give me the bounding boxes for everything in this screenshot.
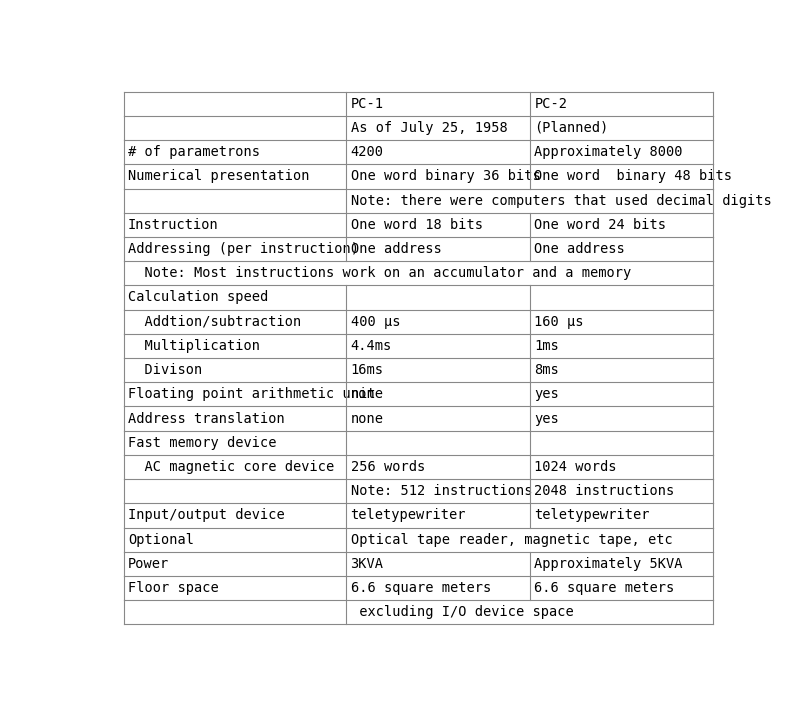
Text: Approximately 8000: Approximately 8000 bbox=[534, 145, 683, 160]
Text: Power: Power bbox=[128, 557, 169, 571]
Text: One address: One address bbox=[350, 242, 442, 256]
Text: (Planned): (Planned) bbox=[534, 121, 609, 135]
Text: One word binary 36 bits: One word binary 36 bits bbox=[350, 169, 540, 184]
Text: Instruction: Instruction bbox=[128, 218, 218, 232]
Text: Optional: Optional bbox=[128, 532, 194, 547]
Text: 400 μs: 400 μs bbox=[350, 315, 400, 329]
Text: Floor space: Floor space bbox=[128, 581, 218, 595]
Text: 4.4ms: 4.4ms bbox=[350, 339, 392, 353]
Text: excluding I/O device space: excluding I/O device space bbox=[350, 605, 574, 620]
Text: 160 μs: 160 μs bbox=[534, 315, 584, 329]
Text: 8ms: 8ms bbox=[534, 363, 559, 377]
Text: Fast memory device: Fast memory device bbox=[128, 436, 277, 450]
Text: 1024 words: 1024 words bbox=[534, 460, 617, 474]
Text: yes: yes bbox=[534, 412, 559, 425]
Text: Numerical presentation: Numerical presentation bbox=[128, 169, 310, 184]
Text: 6.6 square meters: 6.6 square meters bbox=[534, 581, 674, 595]
Text: 2048 instructions: 2048 instructions bbox=[534, 484, 674, 498]
Text: PC-1: PC-1 bbox=[350, 96, 383, 111]
Text: One address: One address bbox=[534, 242, 625, 256]
Text: Address translation: Address translation bbox=[128, 412, 285, 425]
Text: Approximately 5KVA: Approximately 5KVA bbox=[534, 557, 683, 571]
Text: none: none bbox=[350, 387, 383, 401]
Text: 4200: 4200 bbox=[350, 145, 383, 160]
Text: 3KVA: 3KVA bbox=[350, 557, 383, 571]
Text: Note: there were computers that used decimal digits: Note: there were computers that used dec… bbox=[350, 194, 771, 208]
Text: Note: 512 instructions: Note: 512 instructions bbox=[350, 484, 532, 498]
Text: PC-2: PC-2 bbox=[534, 96, 567, 111]
Text: Multiplication: Multiplication bbox=[128, 339, 260, 353]
Text: Floating point arithmetic unit: Floating point arithmetic unit bbox=[128, 387, 375, 401]
Text: One word  binary 48 bits: One word binary 48 bits bbox=[534, 169, 732, 184]
Text: teletypewriter: teletypewriter bbox=[350, 508, 466, 523]
Text: Addtion/subtraction: Addtion/subtraction bbox=[128, 315, 301, 329]
Text: yes: yes bbox=[534, 387, 559, 401]
Text: Input/output device: Input/output device bbox=[128, 508, 285, 523]
Text: Calculation speed: Calculation speed bbox=[128, 291, 268, 304]
Text: 6.6 square meters: 6.6 square meters bbox=[350, 581, 490, 595]
Text: teletypewriter: teletypewriter bbox=[534, 508, 650, 523]
Text: Addressing (per instruction): Addressing (per instruction) bbox=[128, 242, 359, 256]
Text: 256 words: 256 words bbox=[350, 460, 425, 474]
Text: One word 18 bits: One word 18 bits bbox=[350, 218, 482, 232]
Text: # of parametrons: # of parametrons bbox=[128, 145, 260, 160]
Text: Note: Most instructions work on an accumulator and a memory: Note: Most instructions work on an accum… bbox=[128, 267, 631, 280]
Text: 16ms: 16ms bbox=[350, 363, 383, 377]
Text: Divison: Divison bbox=[128, 363, 202, 377]
Text: AC magnetic core device: AC magnetic core device bbox=[128, 460, 334, 474]
Text: As of July 25, 1958: As of July 25, 1958 bbox=[350, 121, 507, 135]
Text: One word 24 bits: One word 24 bits bbox=[534, 218, 666, 232]
Text: 1ms: 1ms bbox=[534, 339, 559, 353]
Text: Optical tape reader, magnetic tape, etc: Optical tape reader, magnetic tape, etc bbox=[350, 532, 672, 547]
Text: none: none bbox=[350, 412, 383, 425]
